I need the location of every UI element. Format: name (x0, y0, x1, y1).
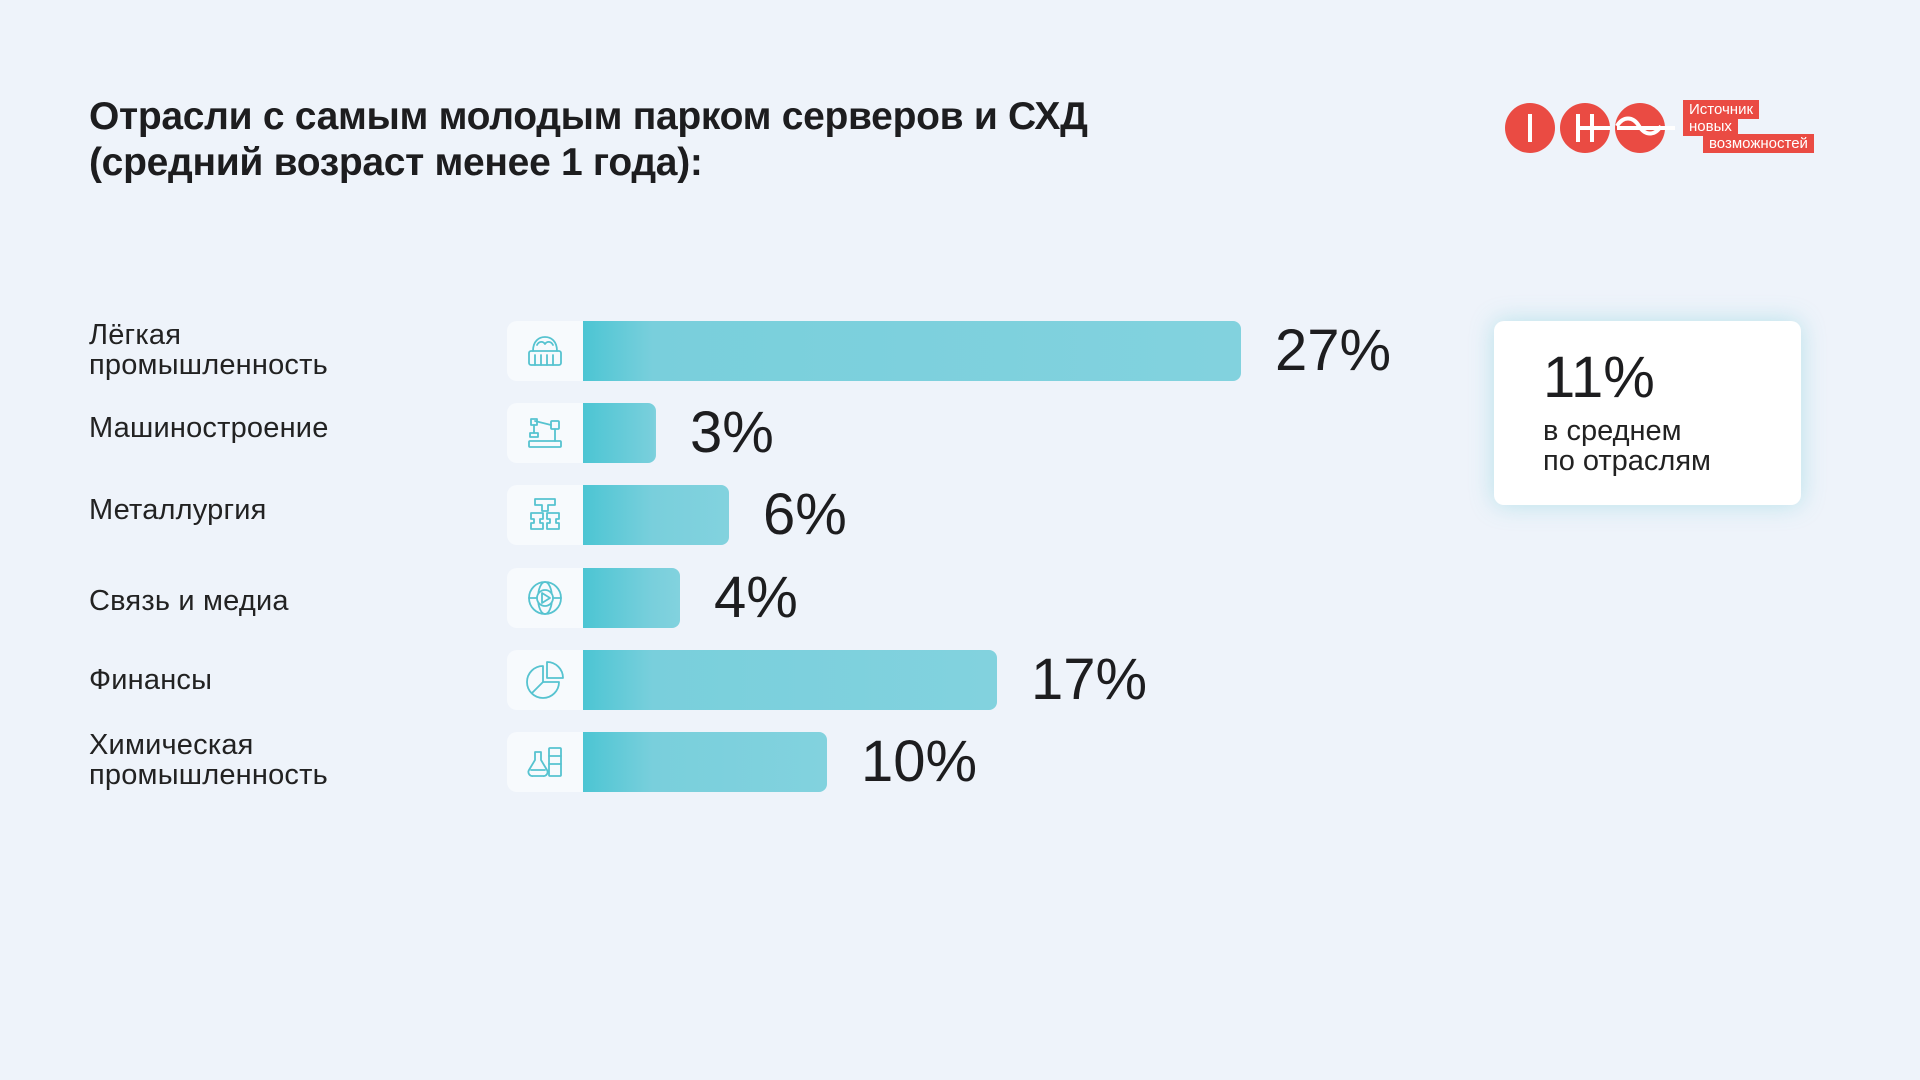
bar (583, 321, 1241, 381)
bar (583, 650, 997, 710)
logo-tagline-2: новых (1683, 117, 1738, 136)
steel-beam-icon (507, 485, 583, 545)
logo-tagline-3: возможностей (1703, 134, 1814, 153)
pie-chart-icon (507, 650, 583, 710)
value-label: 4% (714, 565, 798, 630)
textile-icon (507, 321, 583, 381)
ics-logo: Источник новых возможностей (1505, 100, 1835, 156)
ics-logo-icon (1505, 103, 1675, 153)
average-card: 11% в среднем по отраслям (1494, 321, 1801, 505)
robot-arm-icon (507, 403, 583, 463)
bar-row: Финансы 17% (0, 650, 1920, 710)
average-value: 11% (1543, 345, 1655, 410)
bar-row: Металлургия 6% (0, 485, 1920, 545)
bar (583, 732, 827, 792)
chart-title: Отрасли с самым молодым парком серверов … (89, 94, 1088, 186)
bar-row: Химическая промышленность 10% (0, 729, 1920, 794)
media-globe-icon (507, 568, 583, 628)
logo-tagline-1: Источник (1683, 100, 1760, 119)
bar (583, 485, 729, 545)
title-line-2: (средний возраст менее 1 года): (89, 141, 703, 184)
value-label: 17% (1031, 647, 1148, 712)
chemistry-flask-icon (507, 732, 583, 792)
bar (583, 568, 680, 628)
category-label: Металлургия (89, 494, 267, 526)
average-label-line-1: в среднем (1543, 415, 1682, 447)
title-line-1: Отрасли с самым молодым парком серверов … (89, 95, 1088, 138)
category-label: Финансы (89, 664, 213, 696)
category-label: Химическая промышленность (89, 729, 328, 791)
category-label: Связь и медиа (89, 585, 289, 617)
category-label: Лёгкая промышленность (89, 319, 328, 381)
average-label-line-2: по отраслям (1543, 445, 1711, 477)
value-label: 3% (690, 400, 774, 465)
average-label: в среднем по отраслям (1543, 416, 1711, 476)
value-label: 10% (861, 729, 978, 794)
value-label: 27% (1275, 318, 1392, 383)
category-label: Машиностроение (89, 412, 329, 444)
value-label: 6% (763, 482, 847, 547)
bar-row: Лёгкая промышленность 27% (0, 318, 1920, 383)
bar-row: Связь и медиа 4% (0, 568, 1920, 628)
bar-row: Машиностроение 3% (0, 403, 1920, 463)
bar (583, 403, 656, 463)
